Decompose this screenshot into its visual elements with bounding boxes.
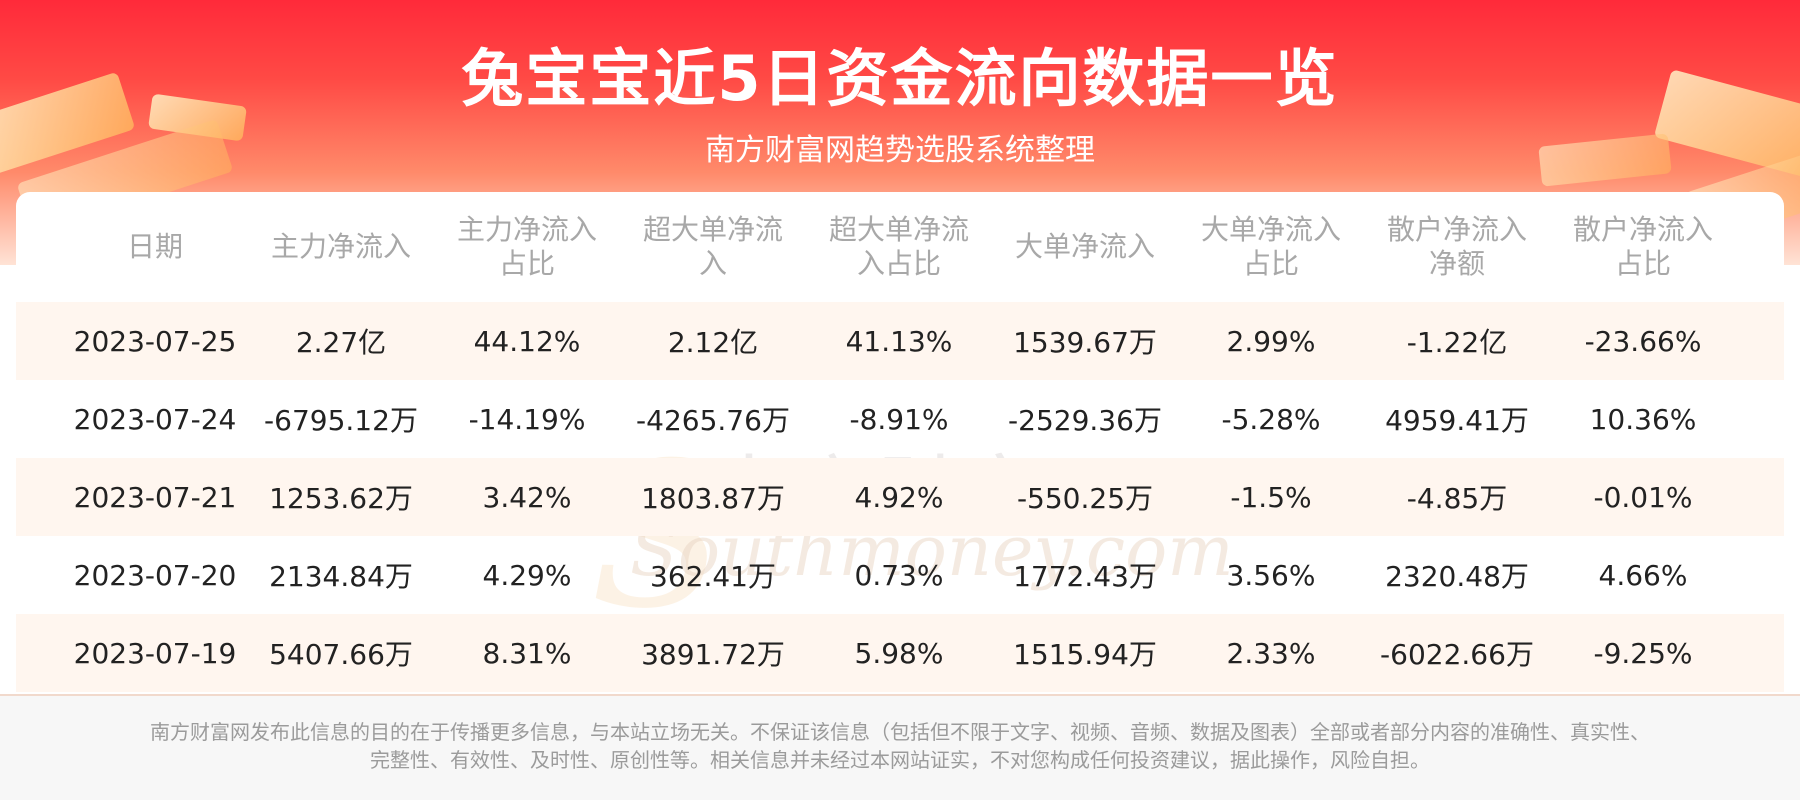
column-header-text: 散户净流入 — [1386, 213, 1527, 246]
table-header-row: 日期 主力净流入 主力净流入 占比 超大单净流入超大单净流 入占比 大单净流入 大单净流入 占比… — [16, 192, 1784, 302]
table-row: 2023-07-25 2.27亿 44.12% 2.12亿 41.13% 1539.67万… — [16, 302, 1784, 380]
column-header-text: 大单净流入 — [1200, 213, 1341, 246]
column-header-text: 大单净流入 — [1014, 230, 1155, 263]
value-cell: -6022.66万 — [1380, 638, 1534, 671]
value-cell: -550.25万 — [1016, 482, 1154, 515]
table-row: 2023-07-20 2134.84万 4.29% 362.41万 0.73% 1772.… — [16, 536, 1784, 614]
column-header: 主力净流入 — [248, 230, 434, 264]
value-cell: -1.5% — [1230, 480, 1312, 514]
column-header-text: 散户净流入 — [1572, 213, 1713, 246]
value-cell: 2320.48万 — [1385, 560, 1529, 593]
value-cell: -6795.12万 — [264, 404, 418, 437]
value-cell: 2134.84万 — [269, 560, 413, 593]
column-header-text: 入 — [698, 247, 727, 280]
disclaimer-footer: 南方财富网发布此信息的目的在于传播更多信息，与本站立场无关。不保证该信息（包括但… — [0, 694, 1800, 800]
column-header: 超大单净流 入占比 — [806, 213, 992, 281]
value-cell: -23.66% — [1584, 324, 1702, 358]
value-cell: 44.12% — [473, 324, 581, 358]
value-cell: 1803.87万 — [641, 482, 785, 515]
value-cell: -4.85万 — [1406, 482, 1508, 515]
column-header-text: 日期 — [126, 230, 183, 263]
date-cell: 2023-07-21 — [73, 480, 237, 514]
table-row: 2023-07-21 1253.62万 3.42% 1803.87万 4.92% -550… — [16, 458, 1784, 536]
table-card — [16, 192, 1784, 695]
value-cell: -1.22亿 — [1406, 326, 1508, 359]
fund-flow-table: 日期 主力净流入 主力净流入 占比 超大单净流入超大单净流 入占比 大单净流入 大单净流入 占比… — [16, 192, 1784, 692]
value-cell: 1772.43万 — [1013, 560, 1157, 593]
value-cell: -4265.76万 — [636, 404, 790, 437]
value-cell: 4.66% — [1598, 558, 1688, 592]
value-cell: 5.98% — [854, 636, 944, 670]
value-cell: -2529.36万 — [1008, 404, 1162, 437]
date-cell: 2023-07-25 — [73, 324, 237, 358]
value-cell: 5407.66万 — [269, 638, 413, 671]
value-cell: 0.73% — [854, 558, 944, 592]
value-cell: -9.25% — [1593, 636, 1693, 670]
column-header: 主力净流入 占比 — [434, 213, 620, 281]
value-cell: 1539.67万 — [1013, 326, 1157, 359]
value-cell: 2.33% — [1226, 636, 1316, 670]
value-cell: 3.56% — [1226, 558, 1316, 592]
value-cell: 1515.94万 — [1013, 638, 1157, 671]
value-cell: 4.29% — [482, 558, 572, 592]
column-header-text: 超大单净流 — [642, 213, 783, 246]
value-cell: 41.13% — [845, 324, 953, 358]
value-cell: 10.36% — [1589, 402, 1697, 436]
column-header-text: 超大单净流 — [828, 213, 969, 246]
value-cell: -0.01% — [1593, 480, 1693, 514]
column-header: 日期 — [62, 230, 248, 264]
value-cell: -14.19% — [468, 402, 586, 436]
column-header-text: 主力净流入 — [270, 230, 411, 263]
value-cell: 4959.41万 — [1385, 404, 1529, 437]
column-header-text: 净额 — [1428, 247, 1485, 280]
date-cell: 2023-07-24 — [73, 402, 237, 436]
column-header-text: 占比 — [498, 247, 555, 280]
value-cell: 8.31% — [482, 636, 572, 670]
disclaimer-line-2: 完整性、有效性、及时性、原创性等。相关信息并未经过本网站证实，不对您构成任何投资… — [370, 748, 1430, 772]
table-row: 2023-07-24 -6795.12万 -14.19% -4265.76万 -8.91… — [16, 380, 1784, 458]
value-cell: 1253.62万 — [269, 482, 413, 515]
table-row: 2023-07-19 5407.66万 8.31% 3891.72万 5.98% 1515… — [16, 614, 1784, 692]
column-header: 大单净流入 — [992, 230, 1178, 264]
value-cell: -5.28% — [1221, 402, 1321, 436]
value-cell: 4.92% — [854, 480, 944, 514]
page-subtitle: 南方财富网趋势选股系统整理 — [705, 133, 1095, 168]
column-header: 大单净流入 占比 — [1178, 213, 1364, 281]
disclaimer-text: 南方财富网发布此信息的目的在于传播更多信息，与本站立场无关。不保证该信息（包括但… — [60, 718, 1740, 774]
column-header-text: 占比 — [1242, 247, 1299, 280]
column-header: 散户净流入 占比 — [1550, 213, 1736, 281]
value-cell: 362.41万 — [650, 560, 776, 593]
date-cell: 2023-07-19 — [73, 636, 237, 670]
value-cell: 2.27亿 — [295, 326, 387, 359]
page-title: 兔宝宝近5日资金流向数据一览 — [461, 42, 1339, 115]
column-header-text: 主力净流入 — [456, 213, 597, 246]
value-cell: 2.12亿 — [667, 326, 759, 359]
disclaimer-line-1: 南方财富网发布此信息的目的在于传播更多信息，与本站立场无关。不保证该信息（包括但… — [150, 720, 1650, 744]
value-cell: 2.99% — [1226, 324, 1316, 358]
column-header: 散户净流入 净额 — [1364, 213, 1550, 281]
value-cell: 3891.72万 — [641, 638, 785, 671]
column-header-text: 占比 — [1614, 247, 1671, 280]
column-header-text: 入占比 — [856, 247, 941, 280]
value-cell: -8.91% — [849, 402, 949, 436]
column-header: 超大单净流入 — [620, 213, 806, 281]
value-cell: 3.42% — [482, 480, 572, 514]
date-cell: 2023-07-20 — [73, 558, 237, 592]
